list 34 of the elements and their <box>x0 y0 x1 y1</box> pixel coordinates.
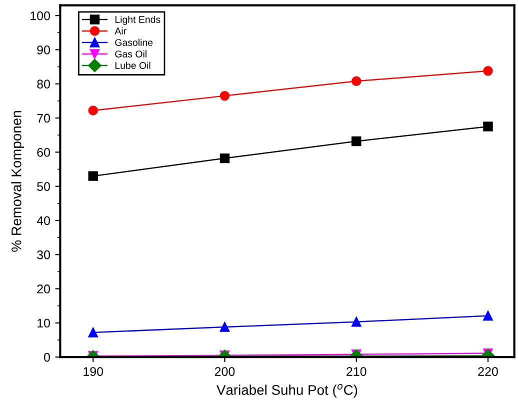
point <box>352 136 362 146</box>
y-tick-label: 0 <box>44 352 50 362</box>
legend-label: Lube Oil <box>115 62 150 69</box>
y-tick-label: 60 <box>37 148 50 157</box>
point <box>483 122 493 132</box>
point <box>220 90 230 101</box>
y-tick-label: 40 <box>36 216 50 226</box>
y-tick-label: 30 <box>37 250 50 260</box>
point <box>483 310 493 321</box>
y-tick-label: 10 <box>38 318 50 328</box>
point <box>88 171 98 181</box>
legend-label: Gas Oil <box>115 50 146 58</box>
point <box>88 106 98 116</box>
y-axis-title: % Removal Komponen <box>11 111 24 252</box>
point <box>352 76 362 86</box>
x-tick-label: 190 <box>84 367 104 376</box>
point <box>352 317 362 327</box>
y-tick-label: 20 <box>37 284 50 294</box>
legend-label: Air <box>114 27 126 34</box>
y-tick-label: 50 <box>37 182 50 191</box>
x-axis-title: Variabel Suhu Pot ($^{o}$C) <box>216 384 358 398</box>
x-tick-label: 210 <box>346 367 366 376</box>
y-tick-label: 80 <box>37 80 50 89</box>
point <box>483 66 493 76</box>
legend-label: Light Ends <box>115 16 160 25</box>
point <box>220 322 230 332</box>
y-tick-label: 70 <box>37 114 50 123</box>
x-tick-label: 220 <box>478 367 498 376</box>
y-tick-label: 100 <box>30 11 50 20</box>
y-tick-label: 90 <box>37 46 50 54</box>
x-tick-label: 200 <box>214 367 235 376</box>
point <box>88 328 98 338</box>
legend-label: Gasoline <box>115 38 153 46</box>
point <box>220 153 230 164</box>
